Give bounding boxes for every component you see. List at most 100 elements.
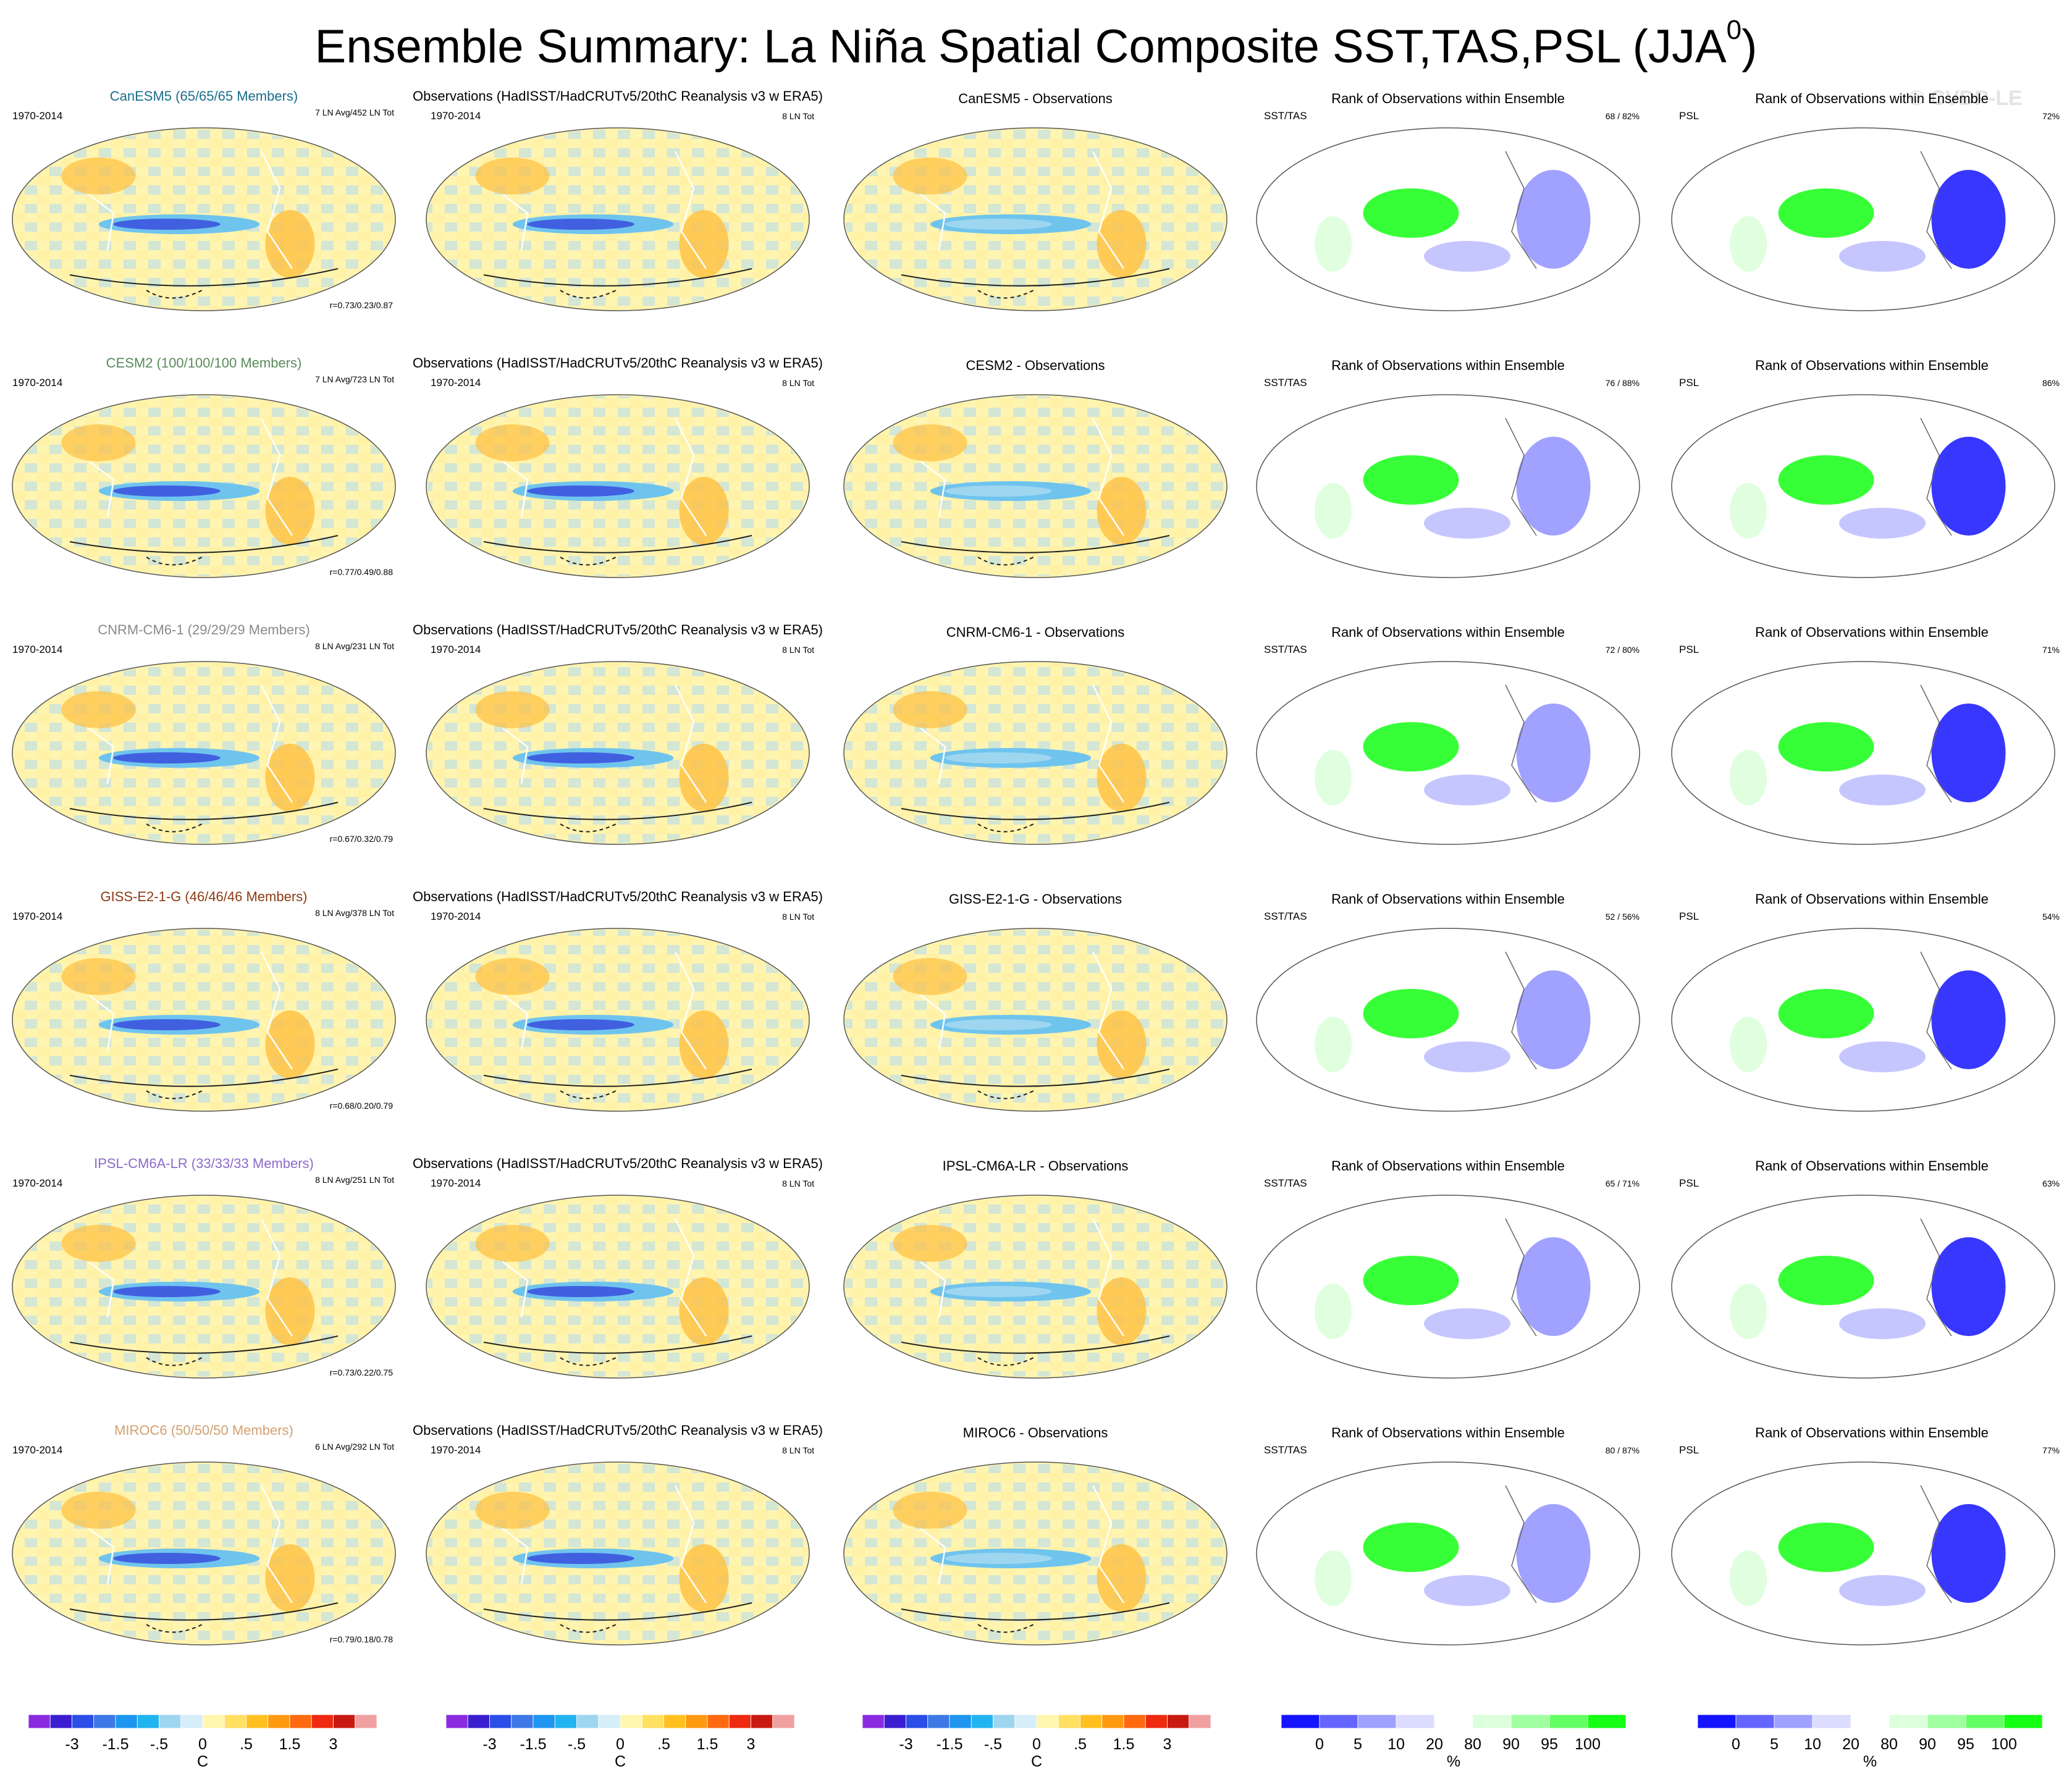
colorbar-swatch [1101,1714,1124,1729]
rank-map-panel [1256,1195,1640,1379]
colorbar-swatch [1697,1714,1737,1729]
rank-psl-label: PSL [1679,110,1699,122]
rank-psl-panel-title: Rank of Observations within Ensemble [1755,1425,1989,1440]
colorbar-tick-label: 0 [1732,1736,1740,1753]
colorbar-swatch [1850,1714,1890,1729]
rank-panel-title: Rank of Observations within Ensemble [1331,91,1565,106]
psl-rank-value: 77% [2042,1445,2060,1455]
colorbar-tick-label: 1.5 [697,1736,718,1753]
colorbar-swatch [751,1714,773,1729]
obs-period-label: 1970-2014 [431,910,481,922]
rank-map-panel [1671,1195,2055,1379]
colorbar-swatch [554,1714,577,1729]
colorbar-swatch [1927,1714,1966,1729]
psl-rank-value: 54% [2042,912,2060,922]
colorbar-swatch [1549,1714,1588,1729]
rank-psl-panel-title: Rank of Observations within Ensemble [1755,891,1989,907]
obs-count-label: 8 LN Tot [782,645,814,655]
colorbar-tick-label: 1.5 [1113,1736,1135,1753]
colorbar-tick-label: 0 [616,1736,625,1753]
colorbar-swatch [1587,1714,1627,1729]
panel-row-GISS-E2-1-G: GISS-E2-1-G (46/46/46 Members) Observatio… [12,889,2060,1112]
temperature-map-panel [843,1195,1228,1379]
colorbars: -3 -1.5 -.5 0 .5 1.5 3 C -3 -1.5 -.5 0 .5 1.5 3 C -3 -1.5… [28,1714,2043,1770]
rank-map-panel [1671,1461,2055,1645]
obs-period-label: 1970-2014 [431,110,481,122]
colorbar-swatch [1080,1714,1103,1729]
colorbar-tick-label: 20 [1426,1736,1443,1753]
panel-row-CNRM-CM6-1: CNRM-CM6-1 (29/29/29 Members) Observation… [12,622,2060,845]
rank-map-panel [1671,394,2055,578]
colorbar-swatch [685,1714,708,1729]
colorbar-tick-label: 100 [1991,1736,2017,1753]
colorbar-tick-label: 0 [198,1736,207,1753]
panel-row-MIROC6: MIROC6 (50/50/50 Members) Observations (H… [12,1423,2060,1645]
rank-map-panel [1256,394,1640,578]
colorbar-tick-label: 1.5 [279,1736,301,1753]
colorbar-unit-label: % [1447,1753,1460,1770]
colorbar-swatch [971,1714,993,1729]
colorbar-swatch [641,1714,664,1729]
colorbar-swatch [28,1714,51,1729]
rank-panel-title: Rank of Observations within Ensemble [1331,358,1565,373]
colorbar-swatch [1058,1714,1080,1729]
colorbar-swatch [159,1714,182,1729]
temperature-map-panel [12,661,396,845]
period-label: 1970-2014 [12,1177,62,1189]
period-label: 1970-2014 [12,377,62,389]
colorbar-swatch [1014,1714,1037,1729]
colorbar-swatch [445,1714,468,1729]
colorbar-swatch [1145,1714,1168,1729]
colorbar-tick-label: -.5 [150,1736,168,1753]
colorbar-swatch [49,1714,72,1729]
colorbar-swatch [1774,1714,1813,1729]
colorbar-tick-label: -3 [899,1736,912,1753]
colorbar-tick-label: .5 [1074,1736,1087,1753]
diff-panel-title: CNRM-CM6-1 - Observations [946,624,1125,640]
colorbar-swatch [311,1714,334,1729]
colorbar-swatch [137,1714,159,1729]
sst-rank-value: 72 / 80% [1606,645,1640,655]
panel-row-CESM2: CESM2 (100/100/100 Members) Observations … [12,355,2060,578]
colorbar-swatch [663,1714,686,1729]
colorbar-tick-label: 3 [329,1736,338,1753]
rank-sst-label: SST/TAS [1264,377,1307,389]
colorbar-rank-psl: 0 5 10 20 80 90 95 100% [1697,1714,2043,1770]
sst-rank-value: 80 / 87% [1606,1445,1640,1455]
colorbar-swatch [883,1714,906,1729]
colorbar-tick-label: 5 [1770,1736,1779,1753]
temperature-map-panel [12,127,396,311]
obs-panel-title: Observations (HadISST/HadCRUTv5/20thC Re… [413,889,823,904]
colorbar-swatch [224,1714,246,1729]
obs-period-label: 1970-2014 [431,377,481,389]
colorbar-swatch [489,1714,512,1729]
colorbar-tick-label: 3 [1163,1736,1172,1753]
page-title: Ensemble Summary: La Niña Spatial Compos… [314,15,1758,74]
colorbar-swatch [333,1714,356,1729]
colorbar-swatch [1396,1714,1435,1729]
colorbar-swatch [467,1714,490,1729]
obs-count-label: 8 LN Tot [782,1445,814,1455]
model-members-label: GISS-E2-1-G (46/46/46 Members) [100,889,307,904]
rank-sst-label: SST/TAS [1264,110,1307,122]
panel-row-CanESM5: CanESM5 (65/65/65 Members) Observations (… [12,88,2060,311]
colorbar-swatch [511,1714,534,1729]
rank-psl-panel-title: Rank of Observations within Ensemble [1755,1158,1989,1174]
colorbar-swatch [949,1714,972,1729]
colorbar-rank-sst: 0 5 10 20 80 90 95 100% [1281,1714,1627,1770]
colorbar-unit-label: C [1031,1753,1042,1770]
colorbar-swatch [72,1714,95,1729]
colorbar-swatch [1472,1714,1512,1729]
colorbar-tick-label: .5 [657,1736,670,1753]
rank-map-panel [1671,661,2055,845]
psl-rank-value: 86% [2042,378,2060,388]
rank-psl-label: PSL [1679,644,1699,655]
colorbar-tick-label: -3 [65,1736,78,1753]
colorbar-swatch [728,1714,751,1729]
colorbar-swatch [533,1714,555,1729]
period-label: 1970-2014 [12,1444,62,1456]
rank-map-panel [1256,1461,1640,1645]
psl-rank-value: 72% [2042,111,2060,121]
temperature-map-panel [843,928,1228,1112]
